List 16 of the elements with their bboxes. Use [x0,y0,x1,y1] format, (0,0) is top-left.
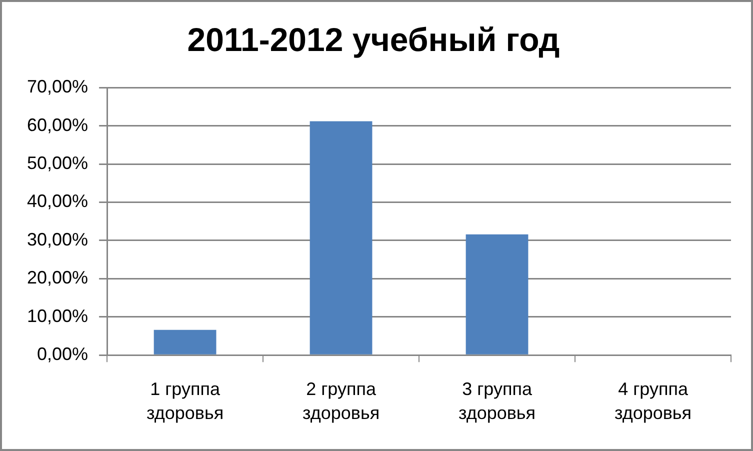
x-tick-label: 3 группа здоровья [458,379,536,423]
y-tick-label: 50,00% [26,153,88,174]
y-tick-label: 70,00% [26,76,88,97]
y-tick-label: 20,00% [26,268,88,288]
y-tick-label: 10,00% [26,306,88,326]
y-tick-label: 60,00% [26,114,88,135]
bar [466,234,528,354]
bar [310,121,372,354]
x-tick-label: 1 группа здоровья [146,379,224,423]
x-tick-label: 4 группа здоровья [614,379,692,423]
y-tick-label: 30,00% [26,229,88,250]
y-tick-label: 40,00% [26,191,88,212]
chart-title: 2011-2012 учебный год [187,20,560,58]
x-tick-label: 2 группа здоровья [302,379,380,423]
bar [154,330,216,354]
y-tick-label: 0,00% [37,344,88,364]
